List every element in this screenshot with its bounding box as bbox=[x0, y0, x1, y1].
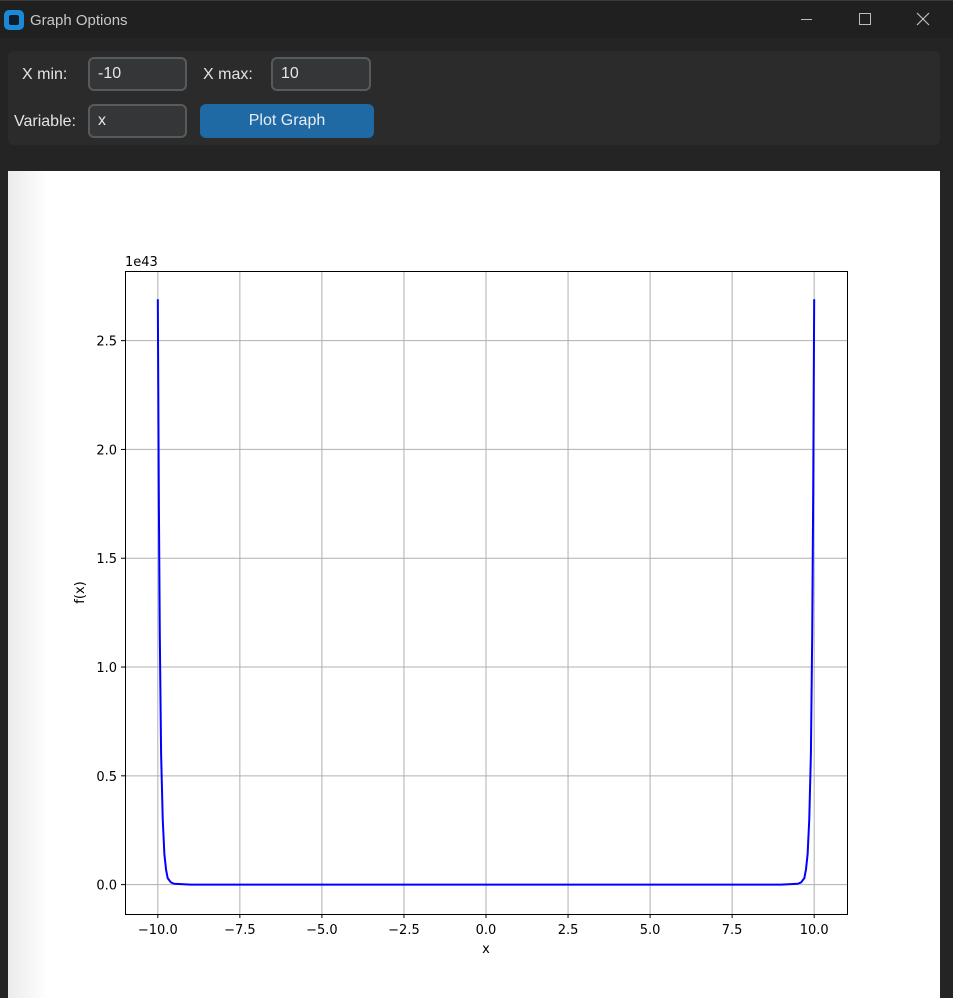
window-title: Graph Options bbox=[30, 12, 128, 29]
line-chart: −10.0 −7.5 −5.0 −2.5 0.0 2.5 5.0 7.5 10.0 0.0 0.5 1… bbox=[73, 255, 848, 957]
y-tick-label: 1.0 bbox=[96, 661, 117, 676]
x-axis-label: x bbox=[482, 942, 490, 957]
app-icon bbox=[4, 10, 24, 30]
close-button[interactable] bbox=[894, 1, 952, 39]
y-axis-label: f(x) bbox=[73, 581, 88, 603]
y-offset-text: 1e43 bbox=[125, 255, 158, 270]
xmin-label: X min: bbox=[22, 66, 68, 83]
x-tick-label: 7.5 bbox=[722, 923, 743, 938]
maximize-button[interactable] bbox=[836, 1, 894, 39]
x-tick-label: −2.5 bbox=[388, 923, 420, 938]
x-tick-label: 2.5 bbox=[558, 923, 579, 938]
x-tick-label: −10.0 bbox=[138, 923, 178, 938]
x-tick-label: 10.0 bbox=[800, 923, 829, 938]
minimize-button[interactable] bbox=[778, 1, 836, 39]
x-tick-label: 0.0 bbox=[476, 923, 497, 938]
canvas-edge-shadow bbox=[8, 171, 48, 998]
series-line bbox=[156, 299, 816, 886]
y-tick-label: 2.0 bbox=[96, 443, 117, 458]
options-panel: X min: -10 X max: 10 Variable: x Plot Gr… bbox=[8, 51, 940, 145]
x-tick-label: 5.0 bbox=[640, 923, 661, 938]
y-tick-label: 0.0 bbox=[96, 879, 117, 894]
y-tick-label: 1.5 bbox=[96, 552, 117, 567]
x-tick-label: −5.0 bbox=[306, 923, 338, 938]
title-bar: Graph Options bbox=[0, 0, 953, 38]
variable-label: Variable: bbox=[14, 113, 76, 130]
minimize-icon bbox=[801, 19, 812, 20]
close-icon bbox=[916, 12, 930, 26]
plot-canvas: −10.0 −7.5 −5.0 −2.5 0.0 2.5 5.0 7.5 10.0 0.0 0.5 1… bbox=[8, 171, 940, 998]
plot-graph-button[interactable]: Plot Graph bbox=[200, 104, 374, 138]
xmin-input[interactable]: -10 bbox=[88, 57, 187, 91]
y-tick-label: 2.5 bbox=[96, 335, 117, 350]
xmax-input[interactable]: 10 bbox=[271, 57, 371, 91]
xmax-label: X max: bbox=[203, 66, 253, 83]
variable-input[interactable]: x bbox=[88, 104, 187, 138]
x-tick-label: −7.5 bbox=[224, 923, 256, 938]
y-tick-label: 0.5 bbox=[96, 770, 117, 785]
maximize-icon bbox=[859, 13, 871, 25]
